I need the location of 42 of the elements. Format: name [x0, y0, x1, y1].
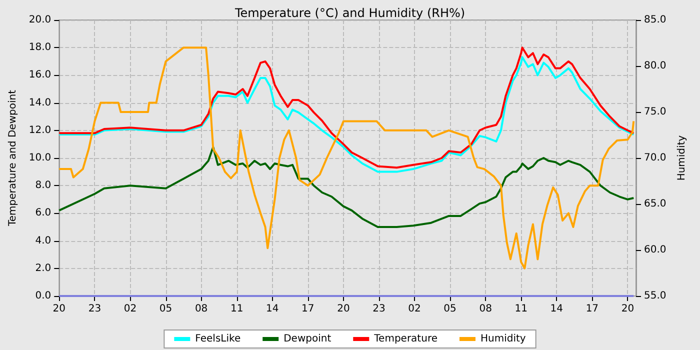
- x-tick-label: 17: [302, 304, 314, 314]
- y2-tick-label: 55.0: [644, 290, 666, 302]
- y2-tick-label: 75.0: [644, 106, 666, 118]
- y-tick-label: 14.0: [28, 97, 52, 108]
- x-tick-label: 14: [550, 304, 564, 314]
- legend-label: FeelsLike: [195, 334, 241, 344]
- y2-tick-label: 70.0: [644, 152, 666, 164]
- x-tick-label: 05: [159, 304, 172, 314]
- y-tick-label: 8.0: [35, 180, 52, 192]
- y-tick-label: 0.0: [35, 290, 52, 302]
- x-tick-label: 02: [124, 304, 137, 314]
- y-tick-label: 12.0: [28, 124, 52, 136]
- x-tick-label: 20: [52, 304, 66, 314]
- x-tick-label: 20: [621, 304, 634, 314]
- legend-label: Dewpoint: [284, 334, 332, 344]
- x-tick-label: 11: [514, 304, 528, 314]
- x-tick-label: 17: [586, 304, 599, 314]
- y-tick-label: 10.0: [28, 152, 52, 164]
- y-tick-label: 2.0: [35, 262, 52, 274]
- x-tick-label: 11: [230, 304, 244, 314]
- x-tick-label: 14: [266, 304, 279, 314]
- y2-tick-label: 60.0: [644, 244, 666, 256]
- y-tick-label: 20.0: [28, 14, 52, 26]
- y2-axis-title: Humidity: [676, 135, 688, 181]
- x-tick-label: 23: [372, 304, 386, 314]
- x-tick-label: 20: [337, 304, 350, 314]
- y2-tick-label: 85.0: [644, 14, 666, 26]
- x-tick-label: 05: [444, 304, 456, 314]
- chart-title: Temperature (°C) and Humidity (RH%): [234, 6, 466, 20]
- y-axis-title: Temperature and Dewpoint: [8, 90, 18, 228]
- x-tick-label: 08: [479, 304, 492, 314]
- x-tick-label: 23: [88, 304, 102, 314]
- legend-label: Temperature: [373, 334, 438, 344]
- y-tick-label: 4.0: [35, 235, 52, 246]
- y2-tick-label: 65.0: [644, 198, 666, 210]
- y-tick-label: 6.0: [35, 208, 52, 219]
- x-tick-label: 08: [194, 304, 208, 314]
- y-tick-label: 18.0: [28, 42, 52, 54]
- x-tick-label: 02: [408, 304, 421, 314]
- legend-label: Humidity: [480, 334, 526, 344]
- y-tick-label: 16.0: [28, 70, 52, 81]
- y2-tick-label: 80.0: [644, 60, 666, 72]
